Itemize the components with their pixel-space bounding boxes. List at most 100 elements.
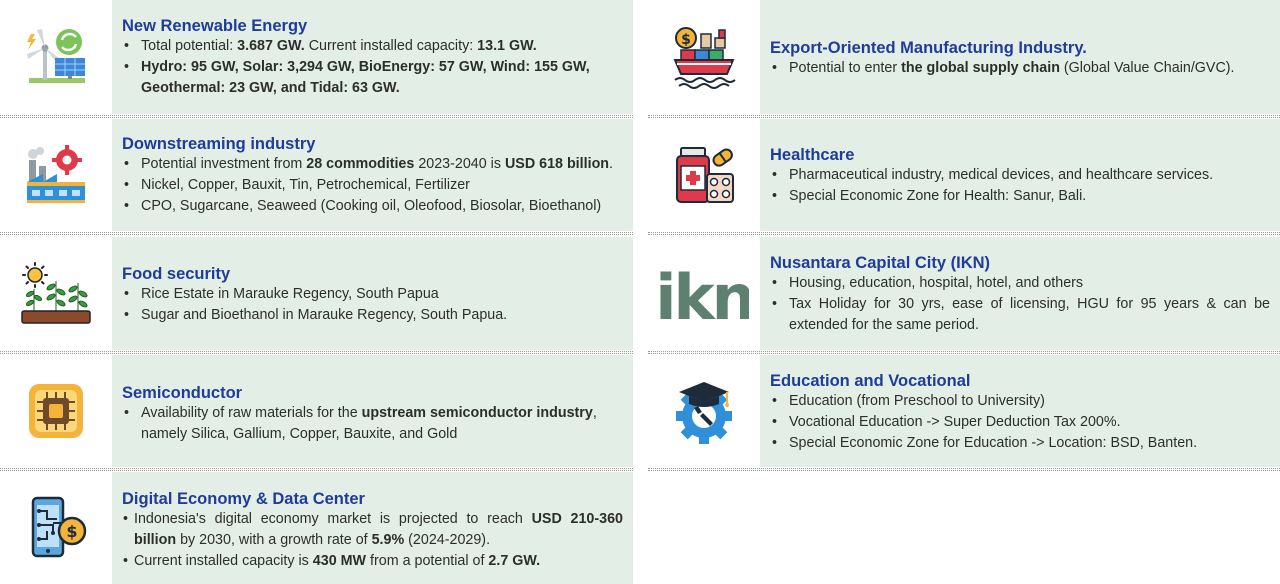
card-text: Education and Vocational Education (from… bbox=[760, 355, 1280, 467]
divider bbox=[0, 468, 633, 471]
bullet-item: Special Economic Zone for Health: Sanur,… bbox=[770, 186, 1270, 207]
ikn-logo: ikn bbox=[648, 237, 760, 350]
ikn-logo-text: ikn bbox=[659, 261, 749, 327]
factory-gear-icon bbox=[0, 119, 112, 231]
card-semiconductor: Semiconductor Availability of raw materi… bbox=[0, 355, 633, 467]
renewable-energy-icon bbox=[0, 0, 112, 114]
divider bbox=[0, 351, 633, 354]
bullet-text: Special Economic Zone for Health: Sanur,… bbox=[789, 188, 1087, 204]
bullet-item: Vocational Education -> Super Deduction … bbox=[770, 412, 1270, 433]
bullet-text: 2023-2040 is bbox=[414, 156, 505, 172]
card-title: Semiconductor bbox=[122, 384, 243, 402]
bullet-item: Availability of raw materials for the up… bbox=[122, 403, 623, 445]
bullet-item: CPO, Sugarcane, Seaweed (Cooking oil, Ol… bbox=[122, 196, 623, 217]
card-digital-economy: $ Digital Economy & Data Center Indonesi… bbox=[0, 472, 633, 584]
microchip-icon bbox=[0, 355, 112, 467]
graduation-cap-gear-icon bbox=[648, 355, 760, 467]
bullet-text: Housing, education, hospital, hotel, and… bbox=[789, 275, 1084, 291]
bullet-text: Vocational Education -> Super Deduction … bbox=[789, 414, 1121, 430]
bullet-text: CPO, Sugarcane, Seaweed (Cooking oil, Ol… bbox=[141, 198, 602, 214]
bullet-bold-text: 2.7 GW. bbox=[488, 553, 541, 569]
medicine-bottle-icon bbox=[648, 119, 760, 231]
card-title: Healthcare bbox=[770, 146, 855, 164]
card-downstreaming-industry: Downstreaming industry Potential investm… bbox=[0, 119, 633, 231]
card-education-vocational: Education and Vocational Education (from… bbox=[648, 355, 1280, 467]
bullet-bold-text: 28 commodities bbox=[306, 156, 415, 172]
bullet-text: Nickel, Copper, Bauxit, Tin, Petrochemic… bbox=[141, 177, 470, 193]
bullet-text: by 2030, with a growth rate of bbox=[176, 532, 372, 548]
bullet-item: Hydro: 95 GW, Solar: 3,294 GW, BioEnergy… bbox=[122, 57, 623, 99]
card-title: New Renewable Energy bbox=[122, 17, 308, 35]
bullet-text: Total potential: bbox=[141, 38, 238, 54]
bullet-text: Potential to enter bbox=[789, 60, 902, 76]
bullet-item: Rice Estate in Marauke Regency, South Pa… bbox=[122, 284, 623, 305]
card-title: Food security bbox=[122, 265, 231, 283]
card-nusantara-capital: ikn Nusantara Capital City (IKN) Housing… bbox=[648, 237, 1280, 350]
bullet-item: Total potential: 3.687 GW. Current insta… bbox=[122, 36, 623, 57]
bullet-bold-text: the global supply chain bbox=[901, 60, 1060, 76]
bullet-list: Pharmaceutical industry, medical devices… bbox=[770, 165, 1270, 207]
bullet-bold-text: 430 MW bbox=[312, 553, 367, 569]
bullet-text: Sugar and Bioethanol in Marauke Regency,… bbox=[141, 307, 508, 323]
divider bbox=[0, 232, 633, 235]
bullet-item: Pharmaceutical industry, medical devices… bbox=[770, 165, 1270, 186]
divider bbox=[648, 468, 1280, 471]
digital-economy-phone-icon: $ bbox=[0, 472, 112, 584]
bullet-text: Potential investment from bbox=[141, 156, 307, 172]
bullet-item: Potential to enter the global supply cha… bbox=[770, 58, 1270, 79]
bullet-text: Current installed capacity: bbox=[304, 38, 478, 54]
divider bbox=[0, 115, 633, 118]
card-title: Export-Oriented Manufacturing Industry. bbox=[770, 39, 1087, 57]
bullet-text: , namely Silica, Gallium, Copper, Bauxit… bbox=[141, 405, 597, 442]
card-text: Downstreaming industry Potential investm… bbox=[112, 119, 633, 231]
card-text: Semiconductor Availability of raw materi… bbox=[112, 355, 633, 467]
bullet-bold-text: upstream semiconductor industry bbox=[361, 405, 593, 421]
bullet-list: Housing, education, hospital, hotel, and… bbox=[770, 273, 1270, 336]
bullet-item: Potential investment from 28 commodities… bbox=[122, 154, 623, 175]
bullet-text: Special Economic Zone for Education -> L… bbox=[789, 435, 1198, 451]
bullet-list: Total potential: 3.687 GW. Current insta… bbox=[122, 36, 623, 99]
bullet-item: Sugar and Bioethanol in Marauke Regency,… bbox=[122, 305, 623, 326]
card-healthcare: Healthcare Pharmaceutical industry, medi… bbox=[648, 119, 1280, 231]
bullet-list: Indonesia's digital economy market is pr… bbox=[122, 509, 623, 572]
card-text: New Renewable Energy Total potential: 3.… bbox=[112, 0, 633, 114]
divider bbox=[648, 232, 1280, 235]
bullet-text: from a potential of bbox=[366, 553, 489, 569]
bullet-text: Current installed capacity is bbox=[134, 553, 313, 569]
bullet-text: Pharmaceutical industry, medical devices… bbox=[789, 167, 1214, 183]
bullet-list: Potential to enter the global supply cha… bbox=[770, 58, 1270, 79]
divider bbox=[648, 351, 1280, 354]
bullet-item: Indonesia's digital economy market is pr… bbox=[122, 509, 623, 551]
bullet-list: Availability of raw materials for the up… bbox=[122, 403, 623, 445]
divider bbox=[648, 115, 1280, 118]
bullet-text: Tax Holiday for 30 yrs, ease of licensin… bbox=[789, 296, 1270, 333]
bullet-text: Indonesia's digital economy market is pr… bbox=[134, 511, 532, 527]
card-title: Nusantara Capital City (IKN) bbox=[770, 254, 991, 272]
card-renewable-energy: New Renewable Energy Total potential: 3.… bbox=[0, 0, 633, 114]
cargo-ship-export-icon: $ bbox=[648, 0, 760, 114]
bullet-text: Education (from Preschool to University) bbox=[789, 393, 1045, 409]
bullet-text: (2024-2029). bbox=[404, 532, 491, 548]
card-text: Nusantara Capital City (IKN) Housing, ed… bbox=[760, 237, 1280, 350]
bullet-list: Rice Estate in Marauke Regency, South Pa… bbox=[122, 284, 623, 326]
card-food-security: Food security Rice Estate in Marauke Reg… bbox=[0, 237, 633, 350]
card-text: Food security Rice Estate in Marauke Reg… bbox=[112, 237, 633, 350]
card-text: Export-Oriented Manufacturing Industry. … bbox=[760, 0, 1280, 114]
card-text: Healthcare Pharmaceutical industry, medi… bbox=[760, 119, 1280, 231]
bullet-text: (Global Value Chain/GVC). bbox=[1059, 60, 1235, 76]
bullet-text: Availability of raw materials for the bbox=[141, 405, 362, 421]
bullet-item: Tax Holiday for 30 yrs, ease of licensin… bbox=[770, 294, 1270, 336]
bullet-list: Potential investment from 28 commodities… bbox=[122, 154, 623, 217]
bullet-text: . bbox=[609, 156, 614, 172]
card-export-manufacturing: $ Export-Oriented Manufacturing Industry… bbox=[648, 0, 1280, 114]
bullet-bold-text: Hydro: 95 GW, Solar: 3,294 GW, BioEnergy… bbox=[141, 59, 590, 96]
bullet-item: Education (from Preschool to University) bbox=[770, 391, 1270, 412]
card-text: Digital Economy & Data Center Indonesia'… bbox=[112, 472, 633, 584]
bullet-bold-text: USD 618 billion bbox=[504, 156, 610, 172]
bullet-item: Current installed capacity is 430 MW fro… bbox=[122, 551, 623, 572]
bullet-bold-text: 5.9% bbox=[371, 532, 405, 548]
card-title: Downstreaming industry bbox=[122, 135, 316, 153]
bullet-bold-text: USD 210-360 billion bbox=[134, 511, 623, 548]
card-title: Digital Economy & Data Center bbox=[122, 490, 365, 508]
svg-text:$: $ bbox=[66, 522, 77, 541]
